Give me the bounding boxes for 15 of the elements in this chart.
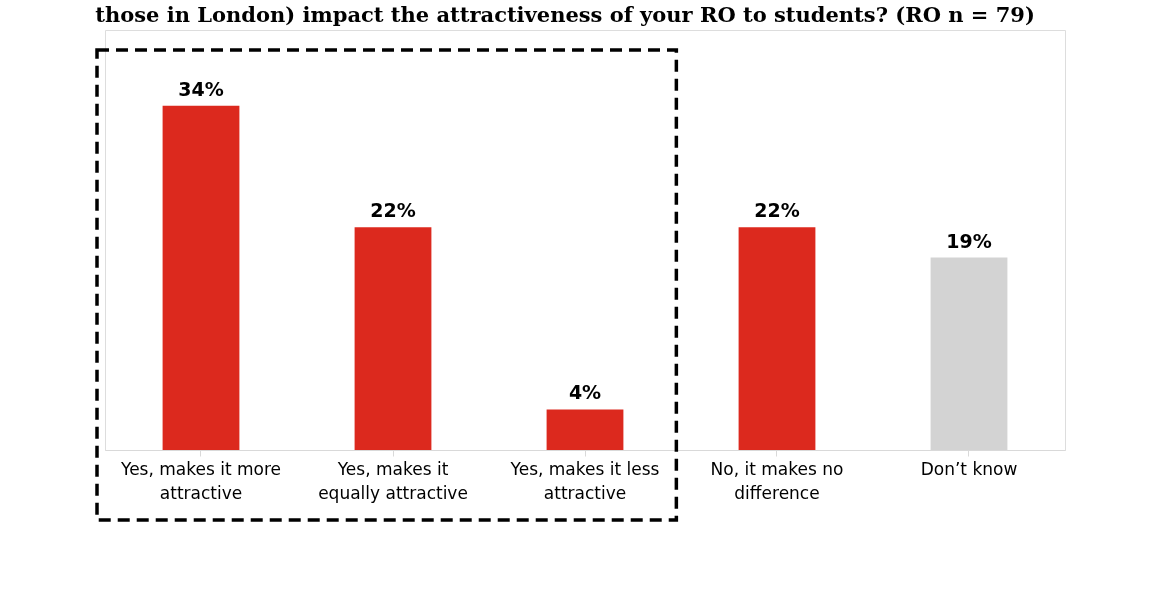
data-label: 22% [370, 199, 416, 222]
x-tick-label: Don’t know [920, 459, 1018, 479]
bar [162, 105, 240, 450]
x-tick-label: No, it makes no difference [710, 459, 844, 503]
data-label: 22% [754, 199, 800, 222]
chart-title: those in London) impact the attractiveness of your RO to students? (RO n = 79) [95, 2, 1035, 27]
x-tick-label: Yes, makes it more attractive [119, 459, 282, 503]
bar [354, 227, 432, 450]
bar [546, 409, 624, 450]
x-tick-label: Yes, makes it less attractive [509, 459, 660, 503]
bar [738, 227, 816, 450]
data-label: 34% [178, 77, 224, 100]
data-label: 4% [568, 381, 602, 404]
data-label: 19% [946, 229, 992, 252]
x-tick-label: Yes, makes it equally attractive [318, 459, 468, 503]
